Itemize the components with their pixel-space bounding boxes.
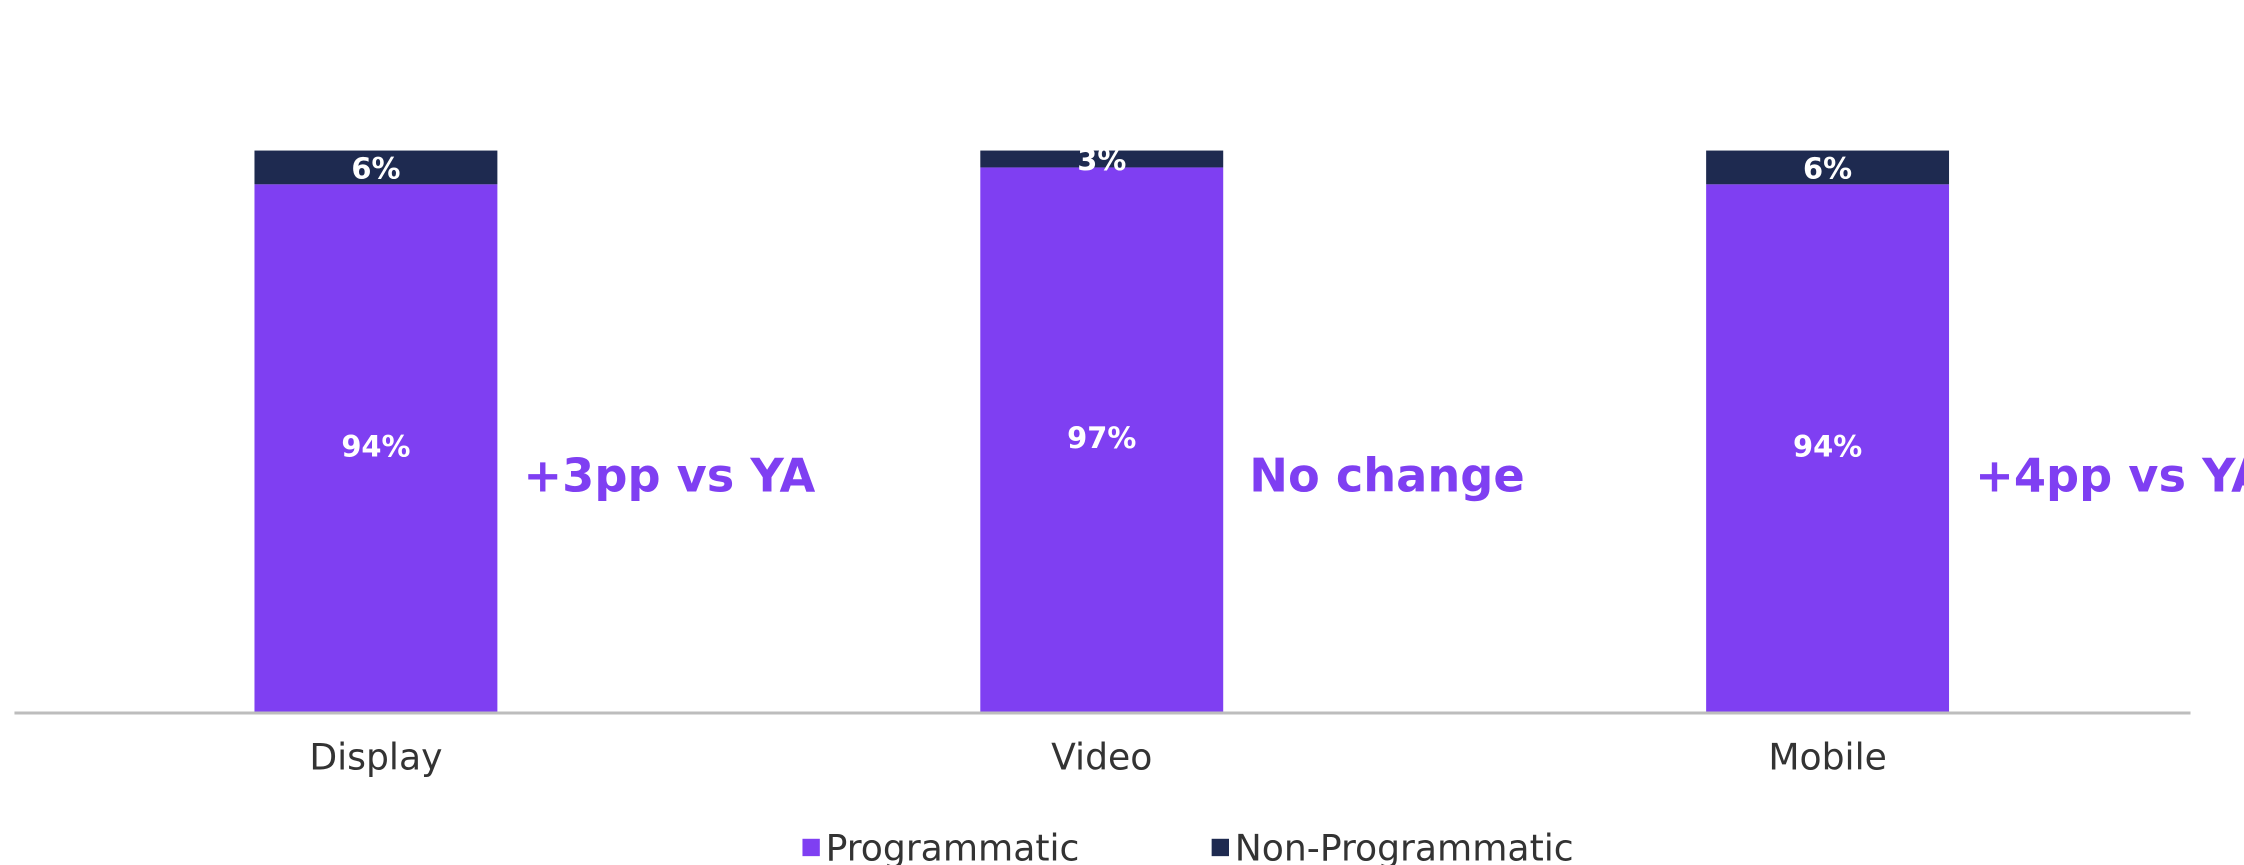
bar-segment [254,150,498,185]
legend-label: Programmatic [826,826,1080,865]
data-label: 6% [351,151,400,185]
legend-swatch [802,838,820,857]
x-tick-label: Mobile [1768,735,1887,778]
data-label: 97% [1067,421,1136,455]
annotation: +3pp vs YA [523,448,815,502]
bar-segment [1706,184,1950,713]
x-tick-label: Display [309,735,442,778]
annotation: +4pp vs YA [1975,448,2244,502]
annotation: No change [1249,448,1525,502]
x-tick-label: Video [1051,735,1152,778]
legend-swatch [1211,838,1229,857]
bar-segment [254,184,498,713]
bar-segment [980,167,1224,713]
data-label: 3% [1077,143,1126,177]
bar-segment [980,150,1224,168]
data-label: 94% [341,430,410,464]
legend-label: Non-Programmatic [1235,826,1574,865]
data-label: 6% [1803,151,1852,185]
data-label: 94% [1793,430,1862,464]
bar-segment [1706,150,1950,185]
